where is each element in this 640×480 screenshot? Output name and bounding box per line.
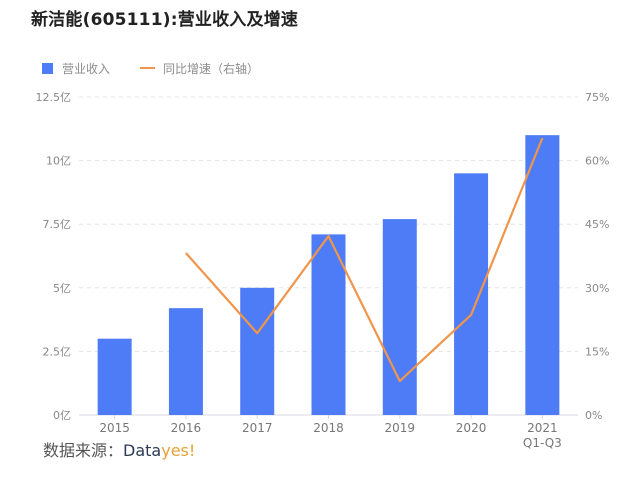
y-right-tick-label: 75% [585,91,609,104]
y-left-tick-label: 7.5亿 [43,218,72,231]
x-tick-label: Q1-Q3 [523,436,562,450]
data-source: 数据来源：Datayes! [43,437,195,461]
bar-legend-swatch-icon [42,62,53,74]
revenue-bar [454,173,489,415]
y-right-tick-label: 15% [585,345,609,358]
source-brand-yes: yes! [161,441,196,460]
growth-rate-line [185,137,544,383]
legend-bar-label: 营业收入 [62,61,111,76]
y-right-tick-label: 30% [585,282,609,295]
y-left-tick-label: 10亿 [46,155,71,168]
line-legend-swatch-icon [140,67,156,69]
source-brand-data: Data [123,441,162,460]
x-tick-label: 2015 [99,421,130,435]
legend-line-label: 同比增速（右轴） [163,61,260,76]
chart-title: 新洁能(605111):营业收入及增速 [31,10,299,30]
x-tick-label: 2020 [456,421,487,435]
y-left-tick-label: 0亿 [53,409,71,422]
y-left-tick-label: 2.5亿 [43,345,72,358]
chart-legend: 营业收入 同比增速（右轴） [42,60,259,76]
x-tick-label: 2018 [313,421,344,435]
x-tick-label: 2016 [171,421,202,435]
revenue-bar [311,234,346,415]
y-left-tick-label: 12.5亿 [36,91,72,104]
revenue-bar [168,308,203,415]
revenue-bar [525,135,560,415]
revenue-bar [97,338,132,415]
y-right-tick-label: 45% [585,218,609,231]
x-tick-label: 2019 [385,421,416,435]
revenue-bar [240,287,275,415]
source-prefix: 数据来源： [43,441,124,460]
y-right-tick-label: 0% [585,409,602,422]
y-right-tick-label: 60% [585,155,609,168]
x-tick-label: 2017 [242,421,273,435]
y-left-tick-label: 5亿 [53,282,71,295]
revenue-bar [382,219,417,415]
x-tick-label: 2021 [527,421,558,435]
